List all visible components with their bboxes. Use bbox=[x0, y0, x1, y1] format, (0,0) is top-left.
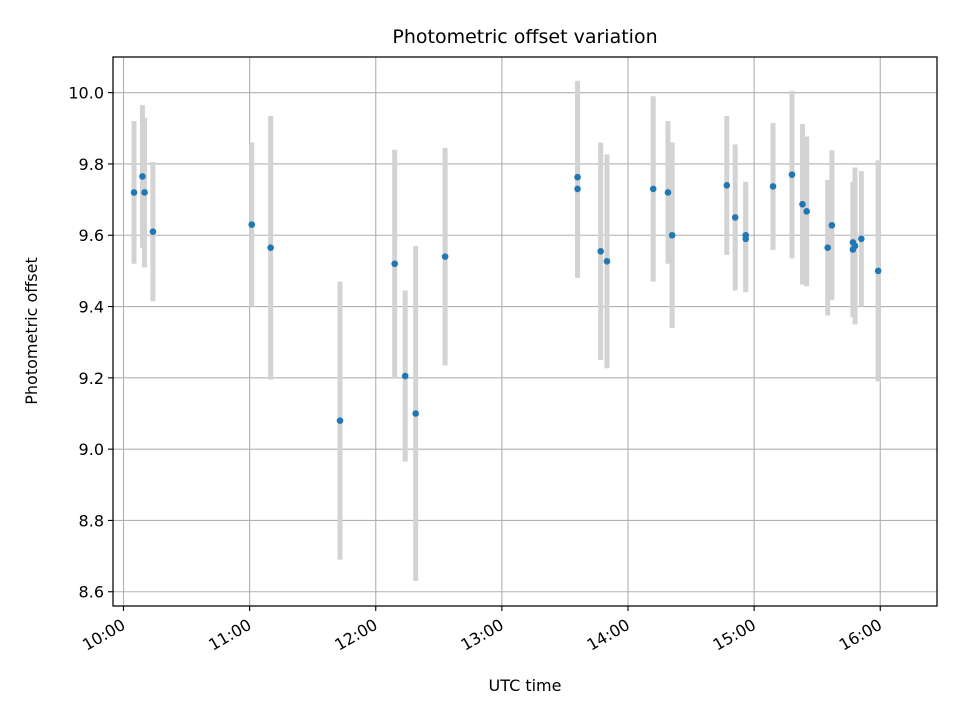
data-point bbox=[668, 231, 676, 239]
y-axis-label: Photometric offset bbox=[22, 257, 41, 405]
y-tick-label: 9.6 bbox=[79, 226, 104, 245]
data-point bbox=[597, 247, 604, 255]
data-point bbox=[130, 189, 138, 196]
data-point bbox=[723, 182, 731, 189]
data-point bbox=[824, 244, 831, 252]
chart-title: Photometric offset variation bbox=[392, 26, 657, 48]
data-point bbox=[874, 267, 882, 275]
data-point bbox=[851, 242, 859, 250]
data-point bbox=[139, 173, 146, 180]
data-point bbox=[769, 183, 777, 190]
x-axis-label: UTC time bbox=[489, 676, 562, 695]
y-axis: 8.6 8.8 9.0 9.2 9.4 9.6 9.8 10.0 bbox=[68, 84, 113, 602]
data-point bbox=[391, 260, 398, 268]
data-point bbox=[267, 244, 274, 252]
data-point bbox=[441, 253, 449, 260]
data-point bbox=[248, 221, 256, 228]
data-point bbox=[574, 185, 581, 193]
data-point bbox=[742, 235, 750, 243]
grid-lines bbox=[113, 57, 937, 606]
y-tick-label: 9.8 bbox=[79, 155, 104, 174]
data-point bbox=[731, 214, 739, 221]
data-point bbox=[858, 235, 865, 243]
data-point bbox=[336, 417, 344, 424]
y-tick-label: 9.2 bbox=[79, 369, 104, 388]
data-point bbox=[664, 189, 672, 196]
data-point bbox=[649, 185, 657, 193]
plot-area-background bbox=[113, 57, 937, 606]
y-tick-label: 8.8 bbox=[79, 511, 104, 530]
data-point bbox=[788, 171, 796, 178]
y-tick-label: 8.6 bbox=[79, 583, 104, 602]
data-point bbox=[141, 189, 148, 196]
data-point bbox=[574, 173, 581, 181]
data-point bbox=[603, 257, 611, 265]
data-point bbox=[799, 200, 806, 208]
data-point bbox=[803, 208, 810, 215]
data-point bbox=[412, 410, 419, 417]
y-tick-label: 9.4 bbox=[79, 298, 104, 317]
plot-frame bbox=[112, 56, 938, 607]
y-tick-label: 10.0 bbox=[68, 84, 104, 103]
data-point bbox=[401, 372, 409, 380]
data-point bbox=[828, 221, 836, 229]
y-tick-label: 9.0 bbox=[79, 440, 104, 459]
data-point bbox=[149, 228, 157, 235]
data-points bbox=[130, 171, 882, 424]
